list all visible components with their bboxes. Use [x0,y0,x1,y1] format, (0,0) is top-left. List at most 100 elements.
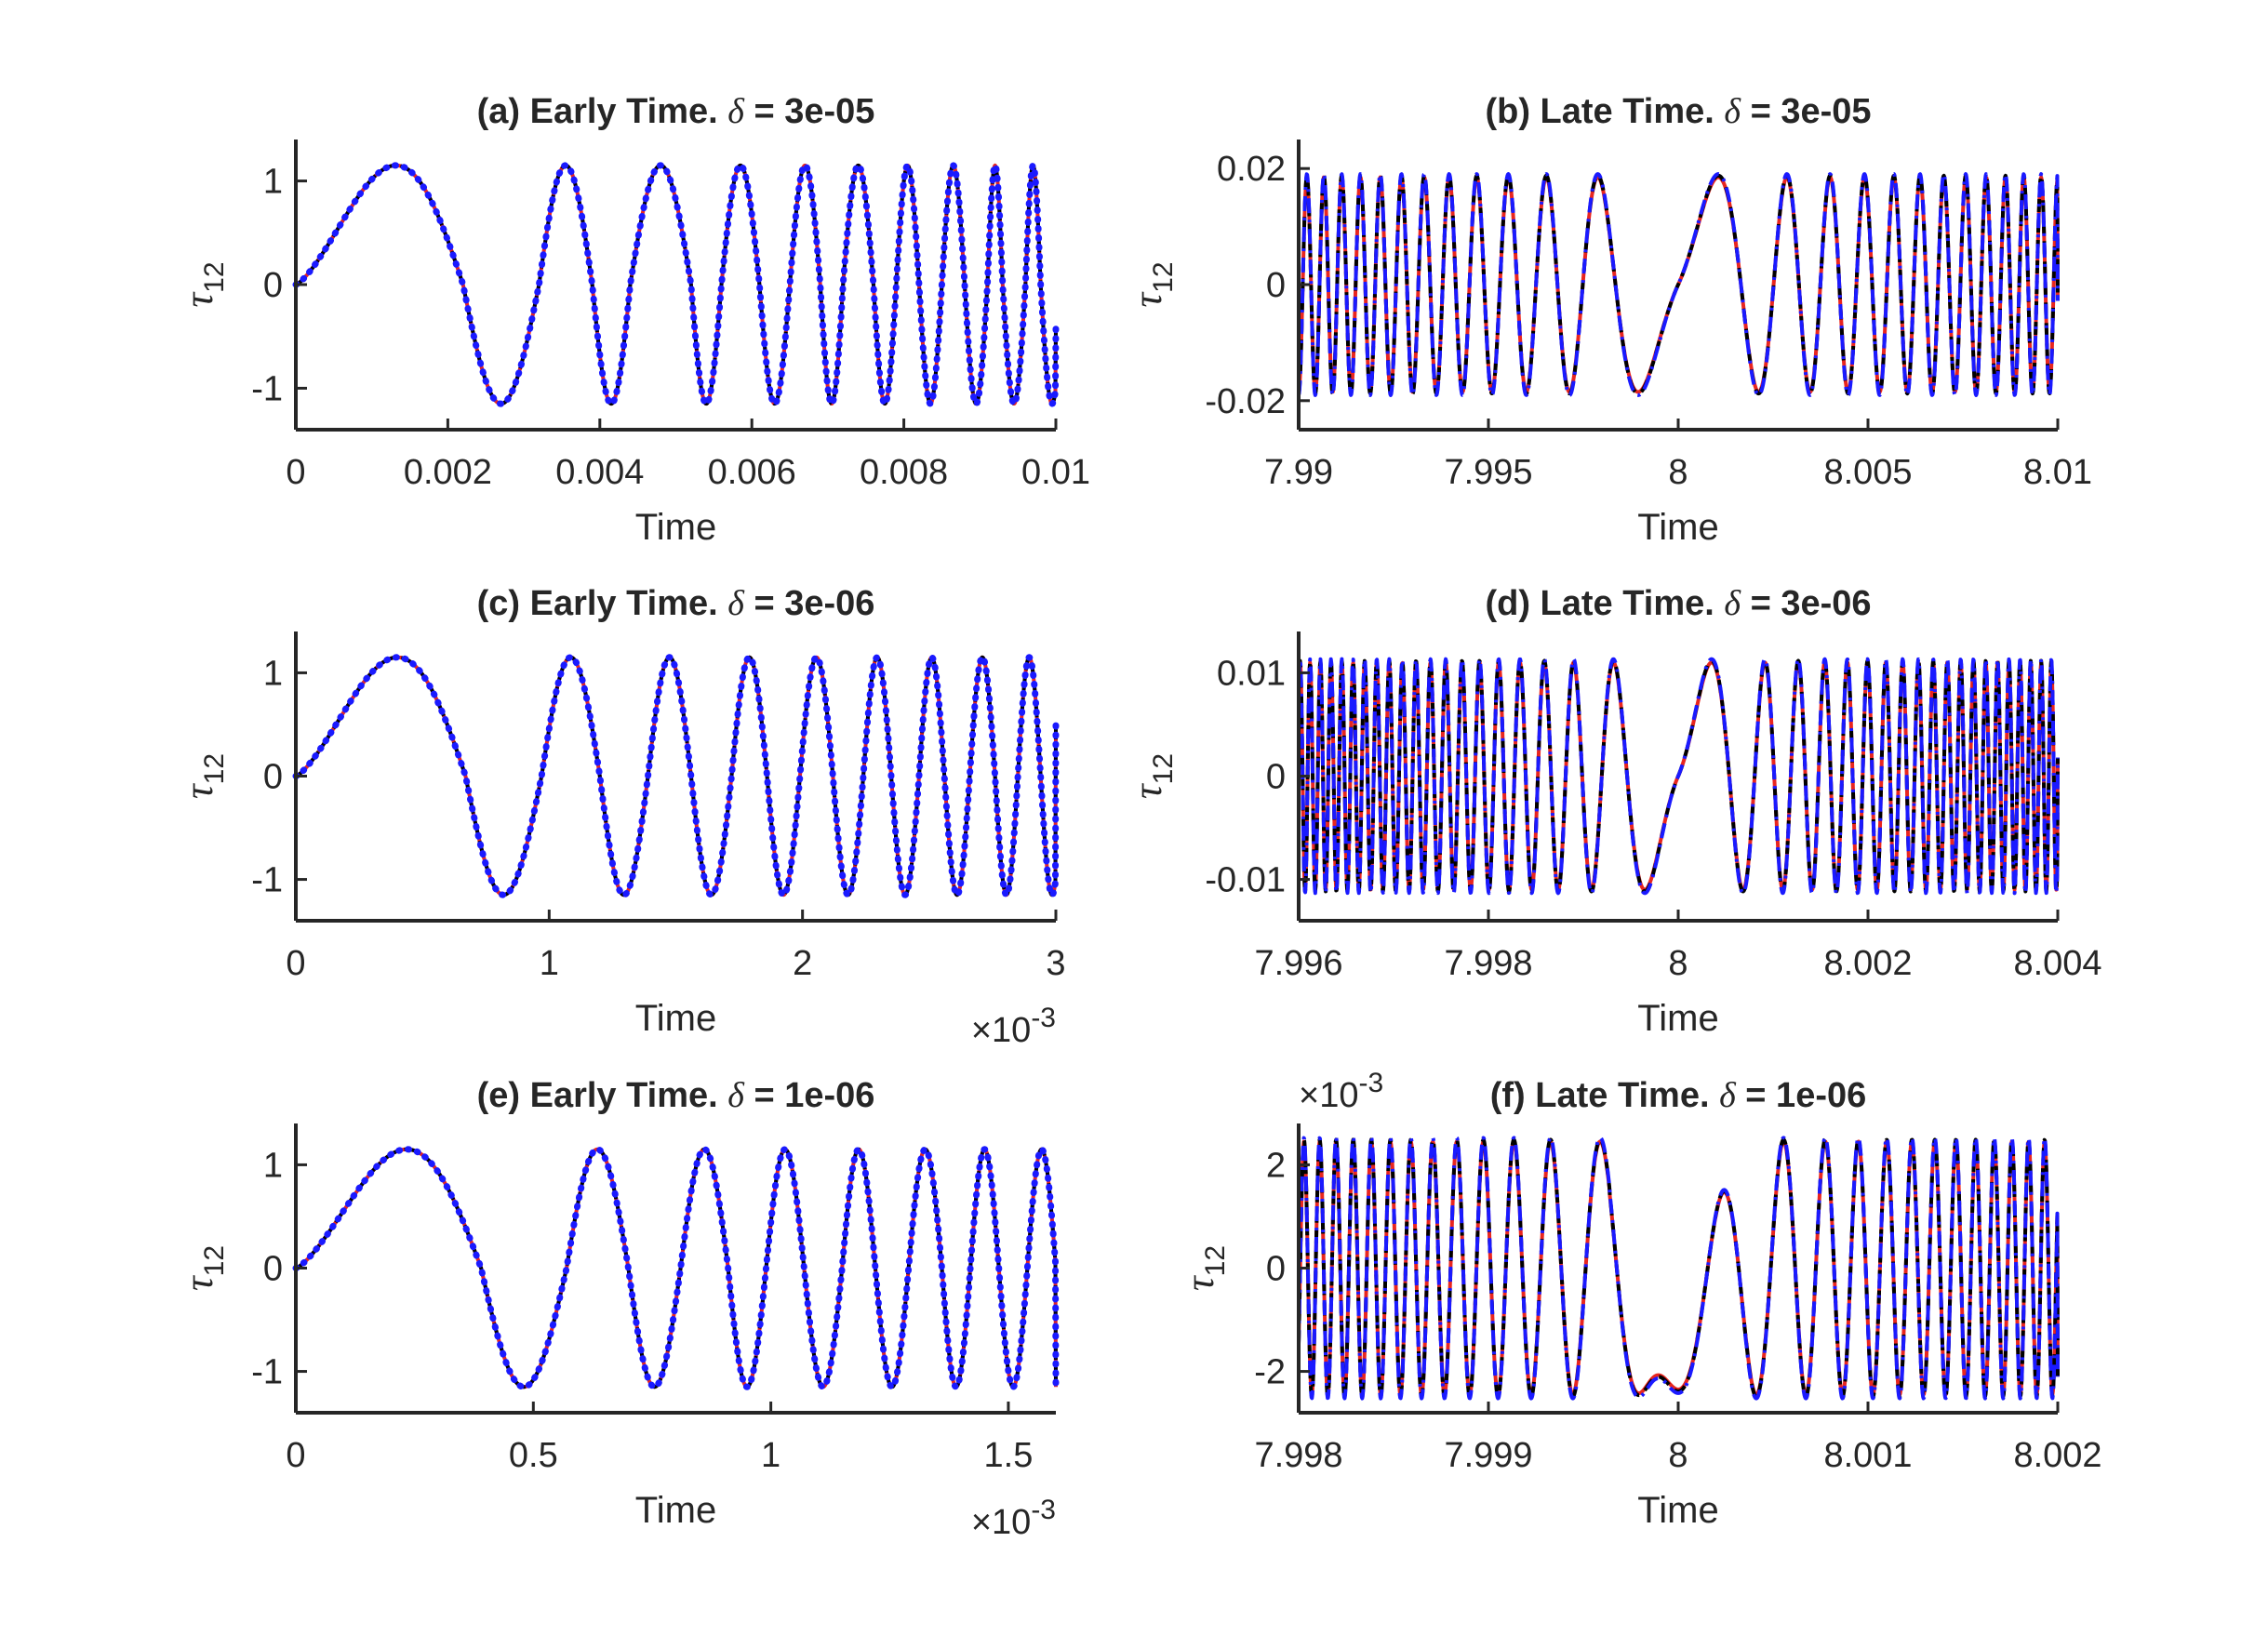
y-tick-label: 1 [263,163,283,202]
delta-symbol: δ [727,584,745,623]
x-exponent: ×10-3 [971,1495,1056,1542]
y-axis-label: τ12 [176,1245,230,1291]
y-axis-symbol: τ [1177,1274,1222,1291]
y-tick-label: -1 [251,1353,283,1392]
delta-symbol: δ [1724,92,1741,131]
x-axis-label: Time [1637,1490,1718,1531]
x-tick-label: 0.004 [555,453,644,492]
y-axis-symbol: τ [176,291,221,308]
x-exponent-base: ×10 [971,1503,1031,1542]
y-axis-symbol: τ [1125,782,1170,799]
x-tick-label: 0.01 [1021,453,1090,492]
y-tick-label: 0 [1266,758,1286,797]
series-group [1297,1136,2060,1401]
x-axis-label: Time [1637,507,1718,548]
x-tick-label: 0 [286,453,305,492]
delta-value: = 3e-06 [744,584,875,623]
y-tick-label: 0 [263,266,283,305]
y-tick-label: 0.01 [1217,654,1286,693]
y-tick-label: -0.02 [1205,382,1286,421]
x-tick-label: 8.005 [1823,453,1912,492]
series-line-2 [1297,173,2060,396]
title-prefix: (b) Late Time. [1485,92,1724,131]
series-line-3 [1297,657,2060,896]
y-tick-label: 0 [1266,266,1286,305]
y-axis-subscript: 12 [1200,1245,1231,1276]
subplot-title: (c) Early Time. δ = 3e-06 [477,584,875,623]
delta-value: = 3e-05 [744,92,875,131]
y-axis-subscript: 12 [1148,753,1179,784]
subplot-c: (c) Early Time. δ = 3e-060 1 2 3-101Timeτ12… [176,584,1066,1050]
x-tick-label: 0.002 [404,453,492,492]
series-group [1297,657,2060,896]
delta-symbol: δ [727,1076,745,1115]
series-line-2 [294,655,1058,897]
x-tick-label: 8 [1668,453,1688,492]
x-tick-label: 8.001 [1823,1436,1912,1475]
x-tick-label: 0 [286,1436,305,1475]
y-axis-symbol: τ [176,1274,221,1291]
y-axis-subscript: 12 [199,753,230,784]
x-tick-label: 0.006 [708,453,796,492]
x-tick-label: 2 [793,944,812,983]
y-axis-label: τ12 [176,261,230,307]
series-line-1 [294,655,1058,897]
y-tick-label: -2 [1254,1353,1286,1392]
delta-value: = 3e-05 [1741,92,1872,131]
x-tick-label: 0.008 [860,453,948,492]
y-tick-label: 1 [263,1146,283,1185]
title-prefix: (f) Late Time. [1490,1076,1719,1115]
x-tick-label: 7.998 [1254,1436,1342,1475]
x-tick-label: 7.999 [1444,1436,1532,1475]
y-axis-label: τ12 [1125,261,1179,307]
x-tick-label: 0.5 [509,1436,558,1475]
delta-value: = 3e-06 [1741,584,1872,623]
delta-symbol: δ [727,92,745,131]
y-axis-subscript: 12 [199,1245,230,1276]
x-tick-label: 1 [540,944,559,983]
x-tick-label: 8.004 [2013,944,2101,983]
y-axis-label: τ12 [1177,1245,1231,1291]
x-tick-label: 7.995 [1444,453,1532,492]
delta-symbol: δ [1724,584,1741,623]
x-tick-label: 7.99 [1264,453,1333,492]
y-axis-label: τ12 [1125,753,1179,799]
x-axis-label: Time [1637,998,1718,1039]
y-exponent: ×10-3 [1299,1068,1383,1115]
series-group [1297,172,2060,397]
y-axis-subscript: 12 [199,261,230,292]
subplot-title: (a) Early Time. δ = 3e-05 [477,92,875,131]
x-tick-label: 8.002 [2013,1436,2101,1475]
title-prefix: (e) Early Time. [477,1076,728,1115]
x-tick-label: 7.996 [1254,944,1342,983]
series-group [292,1146,1060,1390]
x-tick-label: 0 [286,944,305,983]
x-tick-label: 7.998 [1444,944,1532,983]
y-axis-subscript: 12 [1148,261,1179,292]
y-exponent-base: ×10 [1299,1076,1358,1115]
x-exponent-base: ×10 [971,1011,1031,1050]
y-tick-label: 0 [1266,1250,1286,1289]
subplot-e: (e) Early Time. δ = 1e-06 0 0.5 1 1.5 -1 0 1 Tim… [176,1076,1060,1542]
y-axis-label: τ12 [176,753,230,799]
delta-value: = 1e-06 [744,1076,875,1115]
x-tick-label: 8.01 [2023,453,2092,492]
y-tick-label: -1 [251,369,283,408]
x-exponent: ×10-3 [971,1003,1056,1050]
y-tick-label: 1 [263,654,283,693]
y-tick-label: 0 [263,758,283,797]
subplot-b: (b) Late Time. δ = 3e-05 7.99 7.995 8 8.005 8… [1125,92,2092,548]
x-tick-label: 3 [1046,944,1065,983]
y-axis-symbol: τ [1125,291,1170,308]
subplot-d: (d) Late Time. δ = 3e-06 7.996 7.998 8 8.002… [1125,584,2102,1039]
title-prefix: (d) Late Time. [1485,584,1724,623]
subplot-title: (e) Early Time. δ = 1e-06 [477,1076,875,1115]
x-tick-label: 1.5 [984,1436,1034,1475]
title-prefix: (a) Early Time. [477,92,728,131]
y-tick-label: 2 [1266,1146,1286,1185]
series-line-3 [1297,1136,2060,1401]
series-line-3 [292,162,1060,407]
y-exponent-power: -3 [1358,1068,1383,1098]
x-tick-label: 1 [761,1436,780,1475]
delta-symbol: δ [1719,1076,1737,1115]
